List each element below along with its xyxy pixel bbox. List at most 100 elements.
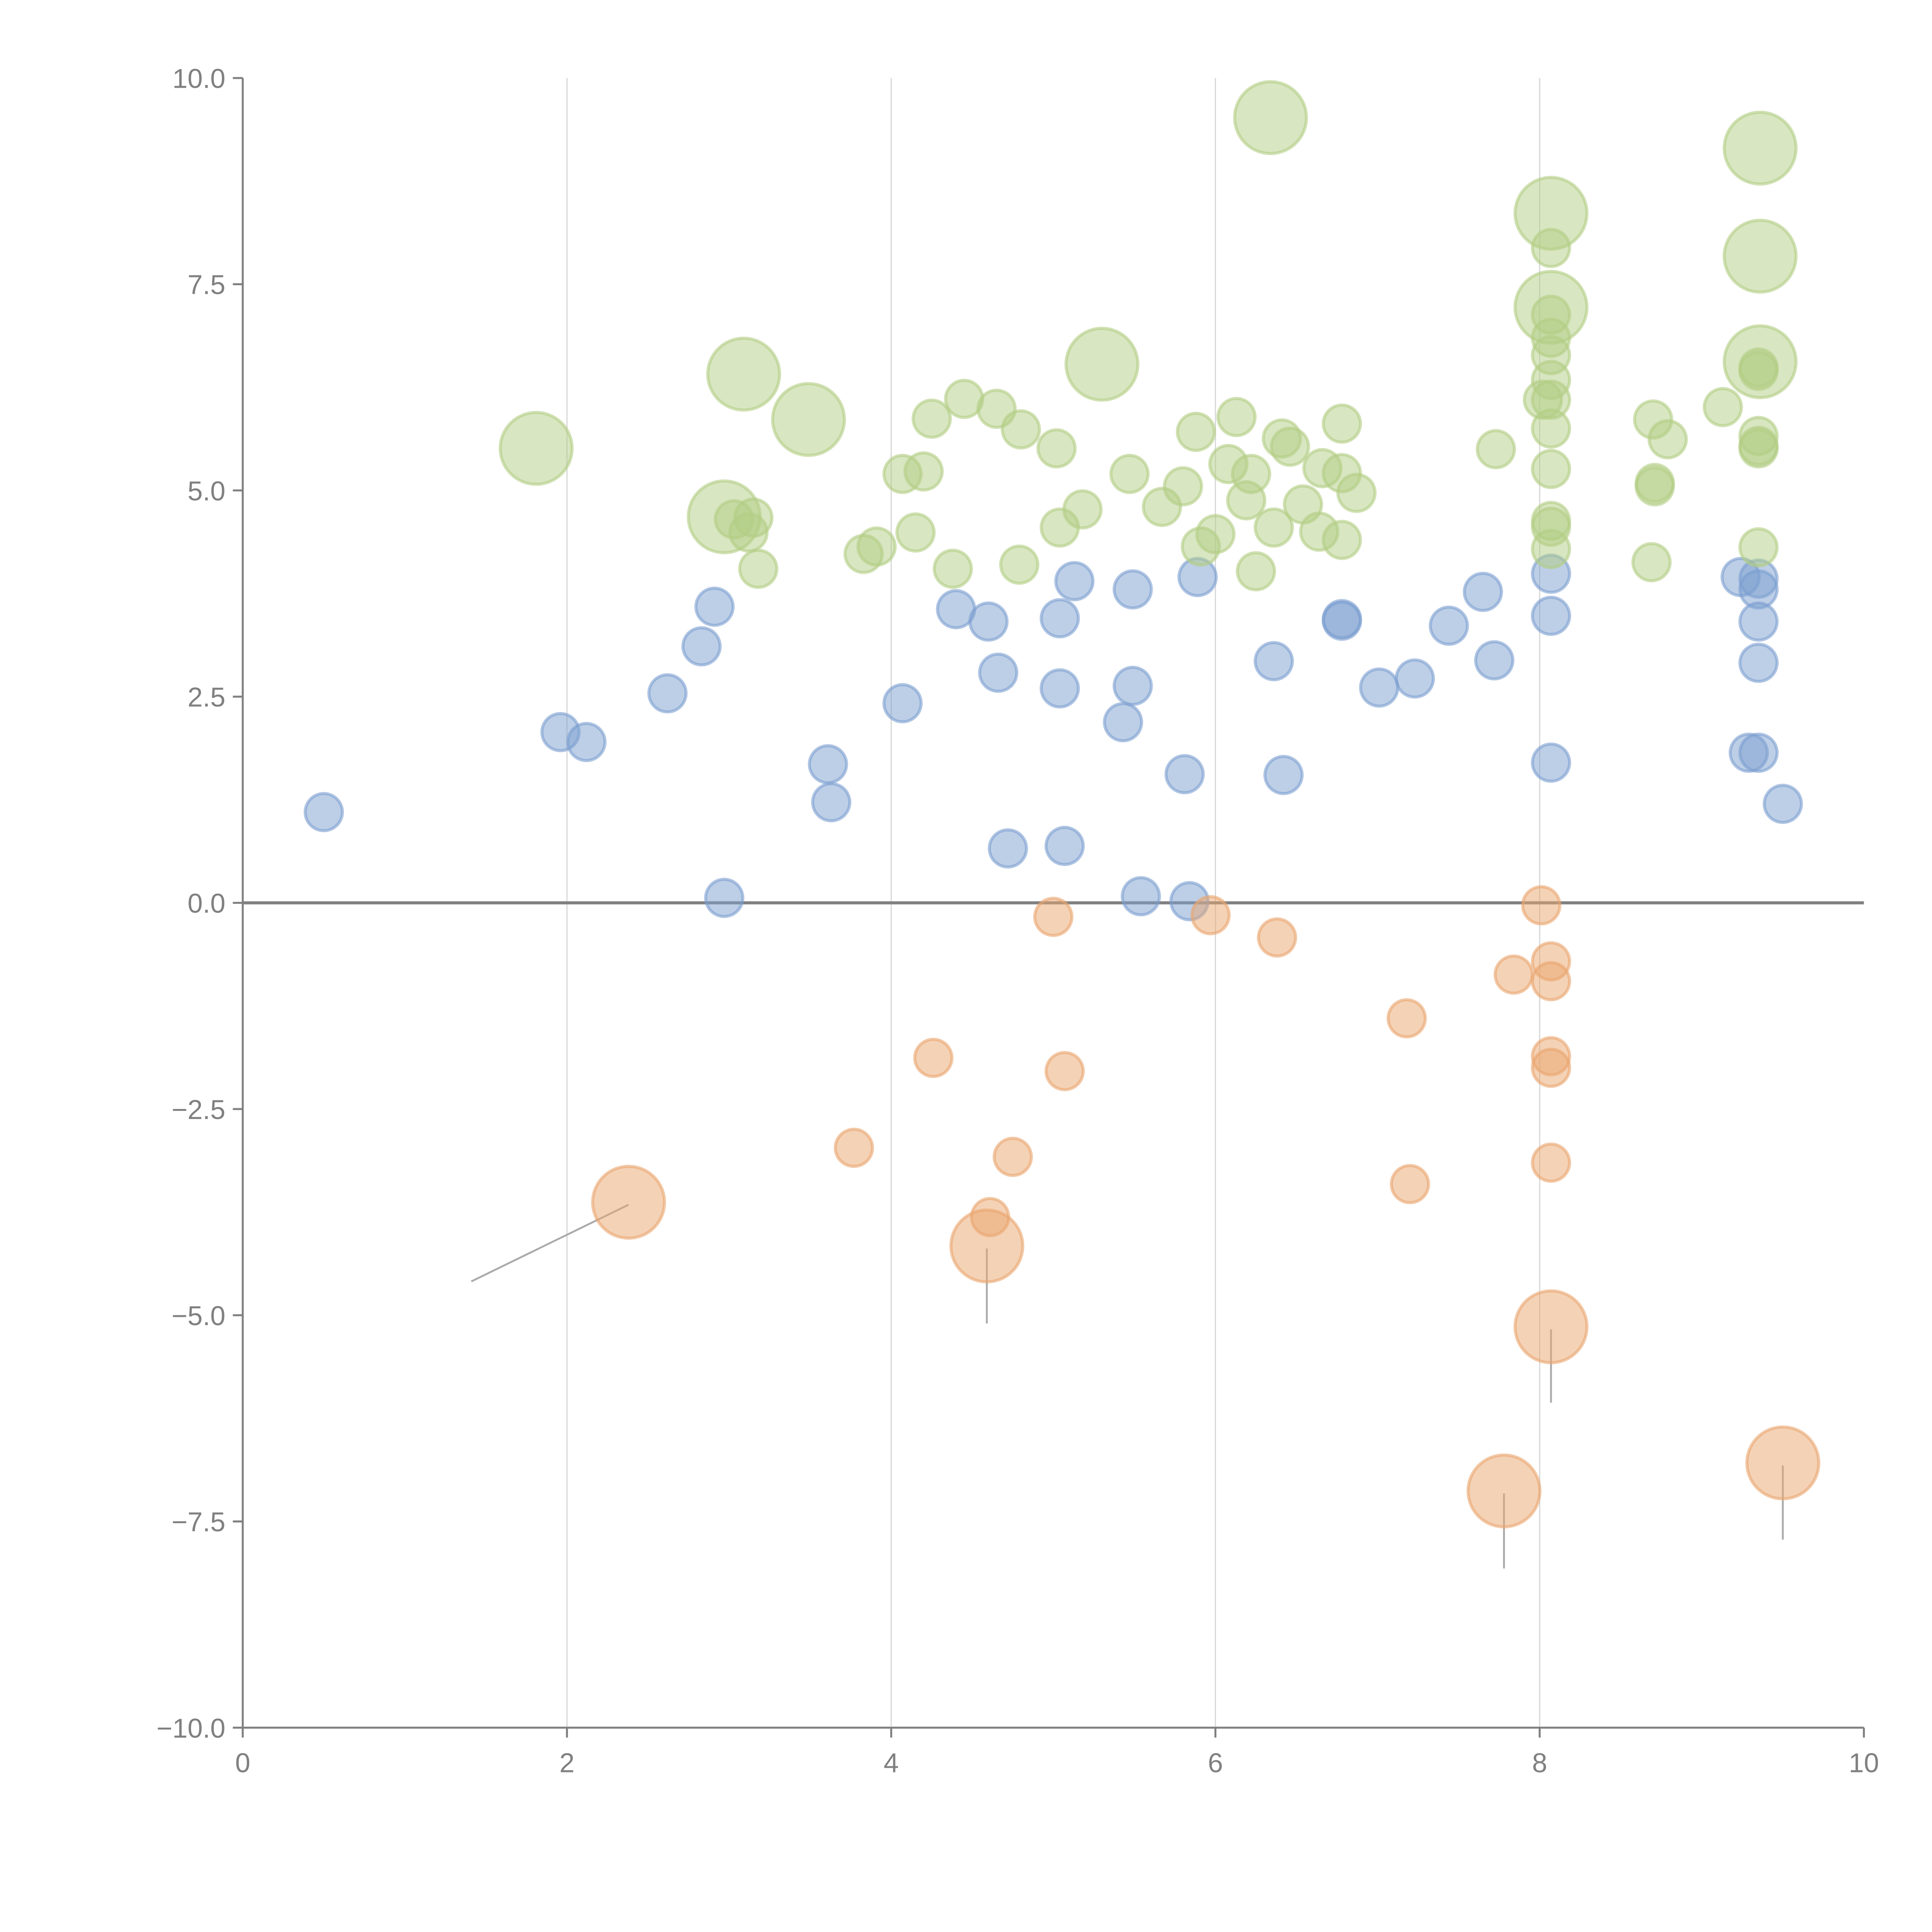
data-point[interactable]: [1738, 601, 1779, 642]
large-bubble[interactable]: [591, 1165, 666, 1240]
data-point[interactable]: [1634, 466, 1675, 507]
data-point[interactable]: [1738, 428, 1779, 469]
data-point[interactable]: [912, 398, 952, 439]
data-point[interactable]: [1321, 600, 1362, 641]
data-point[interactable]: [1109, 454, 1150, 494]
data-point[interactable]: [1738, 732, 1779, 773]
data-point[interactable]: [1044, 826, 1085, 866]
y-tick-label: −7.5: [172, 1507, 225, 1537]
data-point[interactable]: [1386, 998, 1427, 1039]
data-point[interactable]: [1036, 428, 1077, 469]
large-bubble[interactable]: [771, 382, 846, 457]
data-point[interactable]: [1531, 961, 1571, 1002]
data-point[interactable]: [738, 548, 779, 589]
data-point[interactable]: [1321, 520, 1362, 560]
data-point[interactable]: [1476, 429, 1516, 469]
data-point[interactable]: [1631, 542, 1672, 583]
data-point[interactable]: [1263, 755, 1304, 795]
data-point[interactable]: [833, 1128, 874, 1168]
data-point[interactable]: [681, 626, 722, 667]
data-point[interactable]: [1253, 641, 1294, 682]
data-point[interactable]: [1395, 658, 1435, 699]
large-bubble[interactable]: [1233, 80, 1308, 155]
large-bubble[interactable]: [1745, 1425, 1820, 1500]
data-point[interactable]: [1112, 666, 1153, 706]
y-tick-label: 10.0: [172, 63, 225, 94]
data-point[interactable]: [932, 548, 973, 589]
data-point[interactable]: [1531, 228, 1571, 268]
data-point[interactable]: [1321, 403, 1362, 444]
data-point[interactable]: [1474, 640, 1515, 681]
data-point[interactable]: [1702, 387, 1743, 427]
data-point[interactable]: [1000, 409, 1041, 450]
data-point[interactable]: [1359, 667, 1400, 708]
data-point[interactable]: [1389, 1164, 1430, 1204]
data-point[interactable]: [1336, 473, 1377, 513]
large-bubble[interactable]: [498, 411, 574, 486]
data-point[interactable]: [1738, 527, 1779, 568]
data-point[interactable]: [1429, 605, 1469, 646]
data-point[interactable]: [1121, 876, 1161, 917]
data-point[interactable]: [1521, 885, 1561, 926]
data-point[interactable]: [1463, 571, 1503, 612]
data-point[interactable]: [968, 601, 1009, 642]
data-point[interactable]: [1062, 489, 1103, 530]
data-point[interactable]: [903, 451, 944, 492]
data-point[interactable]: [1216, 397, 1257, 437]
large-bubble[interactable]: [1723, 111, 1798, 186]
data-point[interactable]: [647, 673, 688, 714]
data-point[interactable]: [733, 497, 774, 538]
data-point[interactable]: [1163, 466, 1203, 507]
data-point[interactable]: [1762, 784, 1803, 824]
data-point[interactable]: [694, 587, 735, 627]
data-point[interactable]: [1190, 895, 1231, 935]
data-point[interactable]: [1531, 1142, 1571, 1183]
data-point[interactable]: [1531, 1048, 1571, 1088]
data-point[interactable]: [1164, 754, 1205, 794]
data-point[interactable]: [1270, 427, 1310, 467]
data-point[interactable]: [992, 1136, 1033, 1177]
data-point[interactable]: [895, 512, 936, 553]
data-point[interactable]: [1531, 742, 1571, 783]
large-bubble[interactable]: [1466, 1453, 1542, 1529]
data-point[interactable]: [811, 782, 852, 823]
data-point[interactable]: [704, 878, 745, 918]
data-point[interactable]: [1647, 419, 1688, 459]
data-point[interactable]: [1531, 595, 1571, 636]
data-point[interactable]: [1231, 454, 1271, 494]
data-point[interactable]: [1195, 514, 1236, 554]
data-point[interactable]: [856, 526, 897, 567]
data-point[interactable]: [913, 1037, 954, 1078]
data-point[interactable]: [1531, 408, 1571, 449]
data-point[interactable]: [1039, 598, 1080, 639]
data-point[interactable]: [1112, 569, 1153, 610]
data-point[interactable]: [1257, 917, 1298, 958]
data-point[interactable]: [566, 722, 607, 762]
data-point[interactable]: [1033, 896, 1074, 937]
data-point[interactable]: [1039, 668, 1080, 709]
data-point[interactable]: [1531, 529, 1571, 569]
data-point[interactable]: [978, 652, 1019, 693]
data-point[interactable]: [1236, 551, 1276, 592]
large-bubble[interactable]: [706, 337, 781, 412]
data-point[interactable]: [999, 544, 1039, 585]
data-point[interactable]: [1044, 1051, 1085, 1092]
series-blue: [303, 553, 1803, 922]
data-point[interactable]: [1103, 702, 1143, 743]
data-point[interactable]: [1493, 954, 1534, 995]
large-bubble[interactable]: [1514, 1289, 1588, 1364]
y-tick-label: −10.0: [156, 1713, 225, 1743]
data-point[interactable]: [303, 792, 344, 832]
data-point[interactable]: [988, 828, 1028, 869]
data-point[interactable]: [882, 683, 923, 724]
data-point[interactable]: [1531, 449, 1571, 489]
data-point[interactable]: [1176, 412, 1216, 452]
large-bubble[interactable]: [1723, 219, 1798, 294]
data-point[interactable]: [1253, 507, 1294, 548]
data-point[interactable]: [1054, 561, 1095, 602]
large-bubble[interactable]: [949, 1208, 1024, 1284]
large-bubble[interactable]: [1064, 327, 1139, 402]
data-point[interactable]: [1738, 643, 1779, 683]
data-point[interactable]: [1738, 350, 1779, 391]
data-point[interactable]: [808, 744, 848, 785]
